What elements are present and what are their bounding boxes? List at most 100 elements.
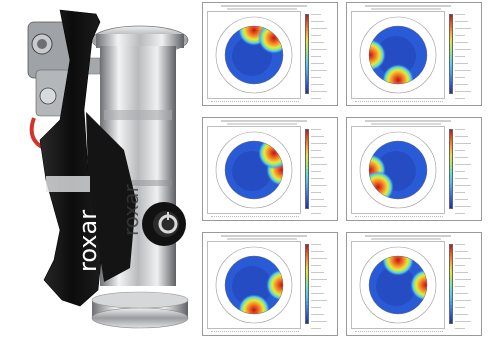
simulation-panel	[202, 2, 338, 106]
field-disc	[225, 256, 283, 314]
colorbar-tick	[311, 136, 324, 143]
colorbar-tick	[311, 192, 321, 199]
field-disc	[369, 26, 427, 84]
colorbar-tick	[311, 49, 327, 56]
hotspot-bottom	[238, 294, 270, 314]
outer-ring	[359, 246, 437, 324]
brand-text-plate: roxar	[119, 184, 143, 236]
contour-plot	[351, 11, 445, 99]
colorbar-tick	[455, 70, 471, 77]
colorbar-tick	[311, 279, 327, 286]
simulation-panel	[202, 117, 338, 221]
colorbar-tick	[455, 28, 471, 35]
colorbar-tick	[455, 206, 471, 213]
simulation-panel	[346, 2, 482, 106]
colorbar-tick	[455, 213, 465, 220]
colorbar-tick	[455, 192, 465, 199]
colorbar-tick	[455, 129, 465, 136]
hotspot-top	[382, 256, 414, 276]
colorbar-tick	[455, 91, 471, 98]
simulation-panel	[346, 117, 482, 221]
colorbar-tick	[455, 279, 471, 286]
panel-header-text	[365, 5, 451, 7]
colorbar-tick	[455, 251, 468, 258]
x-axis	[355, 216, 443, 219]
colorbar-tick	[311, 84, 324, 91]
colorbar-tick	[311, 63, 324, 70]
contour-plot	[207, 126, 301, 214]
colorbar-ticks	[311, 244, 331, 329]
colorbar-tick	[311, 206, 327, 213]
colorbar-tick	[311, 213, 321, 220]
colorbar-tick	[455, 98, 465, 105]
colorbar-ticks	[455, 244, 475, 329]
colorbar-tick	[311, 21, 324, 28]
colorbar	[305, 244, 309, 324]
colorbar-ticks	[311, 14, 331, 99]
panel-subheader-text	[371, 8, 441, 10]
hotspot-top-right	[258, 26, 283, 54]
colorbar	[449, 244, 453, 324]
colorbar-ticks	[311, 129, 331, 214]
hotspot-right	[410, 269, 427, 301]
colorbar-tick	[455, 136, 468, 143]
colorbar-tick	[311, 272, 324, 279]
x-axis	[211, 331, 299, 334]
colorbar-tick	[455, 293, 468, 300]
colorbar-tick	[455, 265, 465, 272]
panel-header-text	[221, 120, 307, 122]
colorbar-tick	[311, 293, 324, 300]
colorbar-tick	[311, 314, 324, 321]
colorbar-tick	[455, 307, 465, 314]
colorbar-tick	[455, 63, 468, 70]
outer-ring	[215, 16, 293, 94]
colorbar-tick	[455, 244, 465, 251]
colorbar-tick	[455, 171, 465, 178]
colorbar-tick	[455, 150, 465, 157]
colorbar-tick	[311, 178, 324, 185]
colorbar	[305, 129, 309, 209]
colorbar-tick	[311, 42, 324, 49]
x-axis	[211, 216, 299, 219]
colorbar	[449, 14, 453, 94]
outer-ring	[359, 131, 437, 209]
colorbar-tick	[455, 258, 471, 265]
contour-plot	[351, 126, 445, 214]
colorbar-tick	[311, 70, 327, 77]
colorbar-tick	[311, 286, 321, 293]
colorbar-tick	[455, 199, 468, 206]
colorbar-tick	[311, 300, 327, 307]
colorbar-tick	[311, 143, 327, 150]
colorbar-tick	[311, 328, 321, 335]
colorbar-tick	[455, 56, 465, 63]
colorbar-tick	[455, 157, 468, 164]
colorbar-tick	[455, 35, 465, 42]
colorbar	[449, 129, 453, 209]
colorbar-tick	[455, 185, 471, 192]
panel-subheader-text	[371, 123, 441, 125]
simulation-panel	[346, 232, 482, 336]
colorbar-tick	[455, 321, 471, 328]
colorbar-tick	[311, 150, 321, 157]
colorbar-tick	[311, 321, 327, 328]
outer-ring	[215, 246, 293, 324]
colorbar-tick	[311, 265, 321, 272]
colorbar-tick	[311, 91, 327, 98]
hotspot-top-right	[258, 141, 283, 169]
colorbar-tick	[455, 178, 468, 185]
colorbar-tick	[455, 21, 468, 28]
colorbar-tick	[311, 157, 324, 164]
colorbar-tick	[311, 14, 321, 21]
colorbar	[305, 14, 309, 94]
hotspot-bottom-left	[369, 171, 394, 199]
colorbar-tick	[311, 307, 321, 314]
colorbar-tick	[311, 77, 321, 84]
colorbar-tick	[311, 244, 321, 251]
hotspot-left	[369, 39, 386, 71]
contour-plot	[351, 241, 445, 329]
colorbar-tick	[455, 272, 468, 279]
colorbar-tick	[455, 286, 465, 293]
colorbar-tick	[455, 42, 468, 49]
colorbar-tick	[311, 258, 327, 265]
panel-header-text	[365, 120, 451, 122]
